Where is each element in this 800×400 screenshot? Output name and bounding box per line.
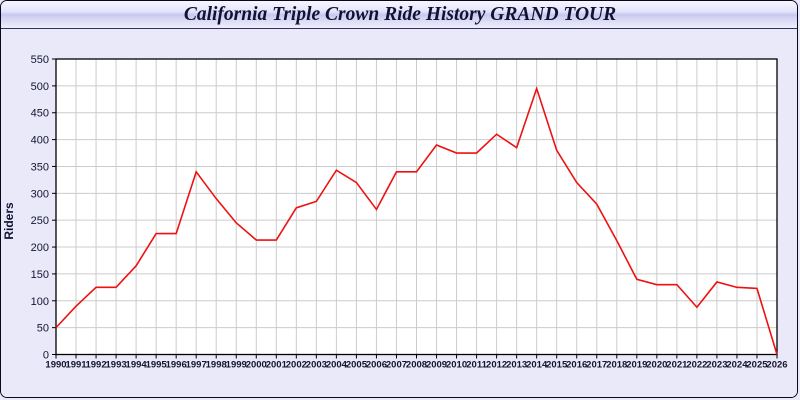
svg-text:2023: 2023 [706,360,727,371]
svg-text:1991: 1991 [65,360,87,371]
svg-text:2008: 2008 [406,360,427,371]
svg-text:350: 350 [31,161,49,173]
svg-text:0: 0 [43,350,49,362]
svg-text:50: 50 [37,323,49,335]
svg-text:2016: 2016 [566,360,587,371]
svg-text:1997: 1997 [186,360,207,371]
svg-text:250: 250 [31,215,49,227]
svg-text:2000: 2000 [246,360,267,371]
svg-text:2019: 2019 [626,360,647,371]
svg-text:450: 450 [31,108,49,120]
svg-text:2025: 2025 [746,360,768,371]
svg-text:100: 100 [31,296,49,308]
svg-text:2022: 2022 [686,360,707,371]
svg-text:2003: 2003 [306,360,327,371]
svg-text:1992: 1992 [85,360,106,371]
svg-text:550: 550 [31,54,49,66]
svg-text:2001: 2001 [266,360,288,371]
svg-text:2010: 2010 [446,360,467,371]
svg-text:400: 400 [31,135,49,147]
svg-text:2006: 2006 [366,360,387,371]
svg-text:2026: 2026 [766,360,787,371]
svg-text:2013: 2013 [506,360,527,371]
svg-text:1994: 1994 [126,360,148,371]
svg-text:2015: 2015 [546,360,568,371]
svg-text:1996: 1996 [166,360,187,371]
svg-text:2021: 2021 [666,360,688,371]
svg-text:2020: 2020 [646,360,667,371]
svg-text:1993: 1993 [106,360,127,371]
svg-text:1998: 1998 [206,360,227,371]
svg-text:2005: 2005 [346,360,368,371]
svg-text:2012: 2012 [486,360,507,371]
svg-text:2024: 2024 [726,360,748,371]
svg-text:2014: 2014 [526,360,548,371]
svg-text:200: 200 [31,242,49,254]
svg-text:Riders: Riders [2,202,16,240]
svg-text:150: 150 [31,269,49,281]
svg-text:2011: 2011 [466,360,487,371]
svg-text:2018: 2018 [606,360,627,371]
svg-text:500: 500 [31,81,49,93]
svg-text:2004: 2004 [326,360,348,371]
svg-text:1999: 1999 [226,360,247,371]
svg-text:300: 300 [31,188,49,200]
svg-text:2017: 2017 [586,360,607,371]
svg-text:1995: 1995 [146,360,168,371]
svg-text:2007: 2007 [386,360,407,371]
svg-text:2009: 2009 [426,360,447,371]
svg-text:2002: 2002 [286,360,307,371]
